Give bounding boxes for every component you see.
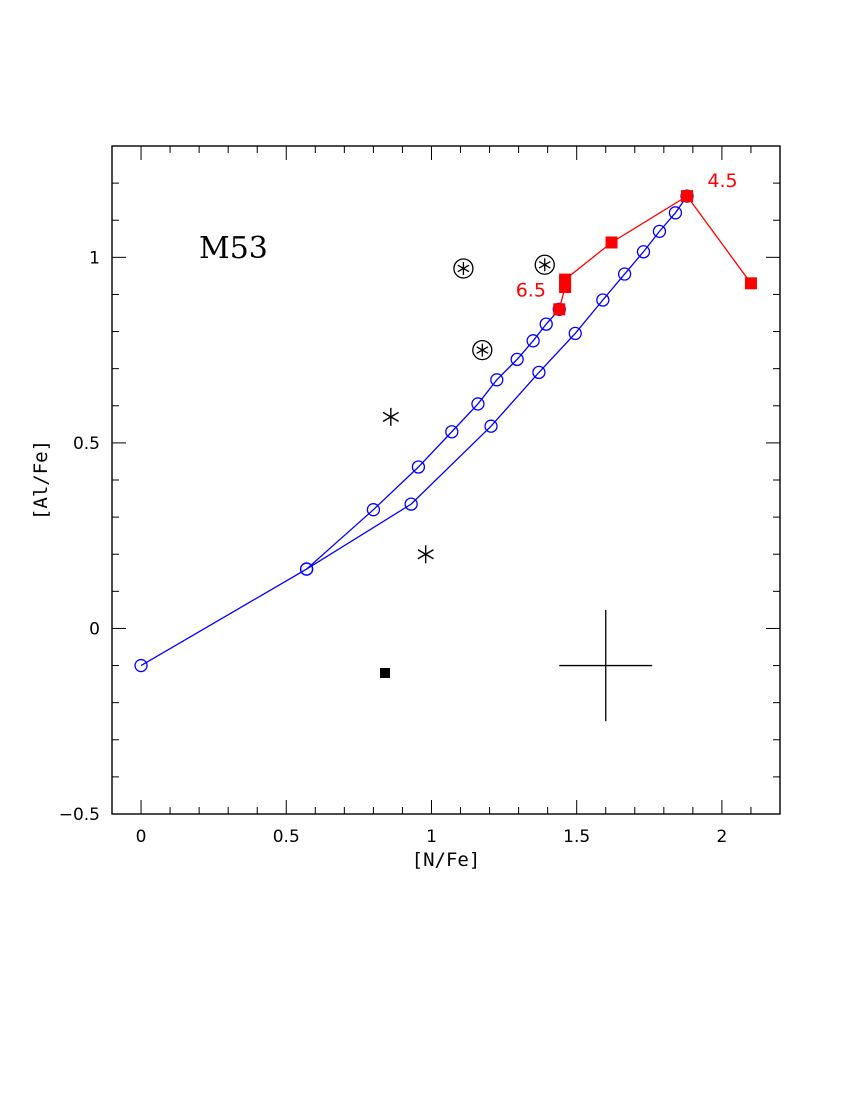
black-filled-square-point <box>380 667 391 678</box>
red-filled-square-point <box>553 303 566 316</box>
circled-star-point <box>538 258 551 272</box>
blue-open-circle-point <box>471 397 485 411</box>
blue-open-circle-point <box>596 293 610 307</box>
y-tick-label: 1 <box>89 248 100 268</box>
axis-ticks <box>111 145 781 815</box>
y-tick-label: 0.5 <box>73 434 100 454</box>
blue-open-circle-point <box>404 497 418 511</box>
circled-star-point <box>457 261 470 275</box>
red-filled-square-point <box>681 190 694 203</box>
circled-star-ring <box>534 254 555 275</box>
tick-labels: 0 0.5 1 1.5 2 −0.5 0 0.5 1 <box>59 248 728 847</box>
blue-open-circle-point <box>484 419 498 433</box>
plot-frame <box>111 145 781 815</box>
blue-open-circle-point <box>299 562 314 576</box>
blue-open-circle-point <box>490 373 504 387</box>
blue-open-circle-point <box>366 503 381 517</box>
y-axis-label: [Al/Fe] <box>30 440 52 520</box>
blue-open-circle-point <box>617 267 632 281</box>
x-tick-label: 0 <box>136 827 147 847</box>
blue-open-circle-point <box>510 352 524 367</box>
blue-open-circle-point <box>539 317 553 331</box>
star-point <box>417 545 434 564</box>
blue-open-circle-point <box>445 425 459 439</box>
x-tick-label: 1.5 <box>563 827 590 847</box>
annotation-6-5: 6.5 <box>516 279 546 301</box>
series-layer <box>134 189 757 722</box>
red-filled-square-point <box>744 277 757 290</box>
x-tick-label: 2 <box>716 827 727 847</box>
annotation-4-5: 4.5 <box>707 170 737 192</box>
star-point <box>382 407 399 426</box>
y-tick-label: 0 <box>89 619 100 639</box>
circled-star-ring <box>472 339 493 361</box>
blue-open-circle-point <box>668 206 683 220</box>
x-axis-label: [N/Fe] <box>412 849 481 871</box>
blue-open-circle-point <box>134 658 148 673</box>
circled-star-ring <box>453 258 474 279</box>
blue-open-circle-point <box>652 224 667 239</box>
x-tick-label: 1 <box>426 827 437 847</box>
model-track-blue-line <box>306 195 688 570</box>
model-track-red-line <box>558 195 752 310</box>
blue-open-circle-point <box>532 365 546 380</box>
red-filled-square-point <box>559 273 572 286</box>
panel-title: M53 <box>199 231 268 266</box>
y-tick-label: −0.5 <box>59 805 100 825</box>
red-filled-square-point <box>605 236 618 249</box>
blue-open-circle-point <box>636 245 651 259</box>
blue-open-circle-point <box>526 334 540 348</box>
blue-open-circle-point <box>568 326 582 341</box>
x-tick-label: 0.5 <box>273 827 300 847</box>
circled-star-point <box>476 343 489 357</box>
blue-open-circle-point <box>411 460 426 474</box>
model-track-blue-line <box>140 308 560 667</box>
